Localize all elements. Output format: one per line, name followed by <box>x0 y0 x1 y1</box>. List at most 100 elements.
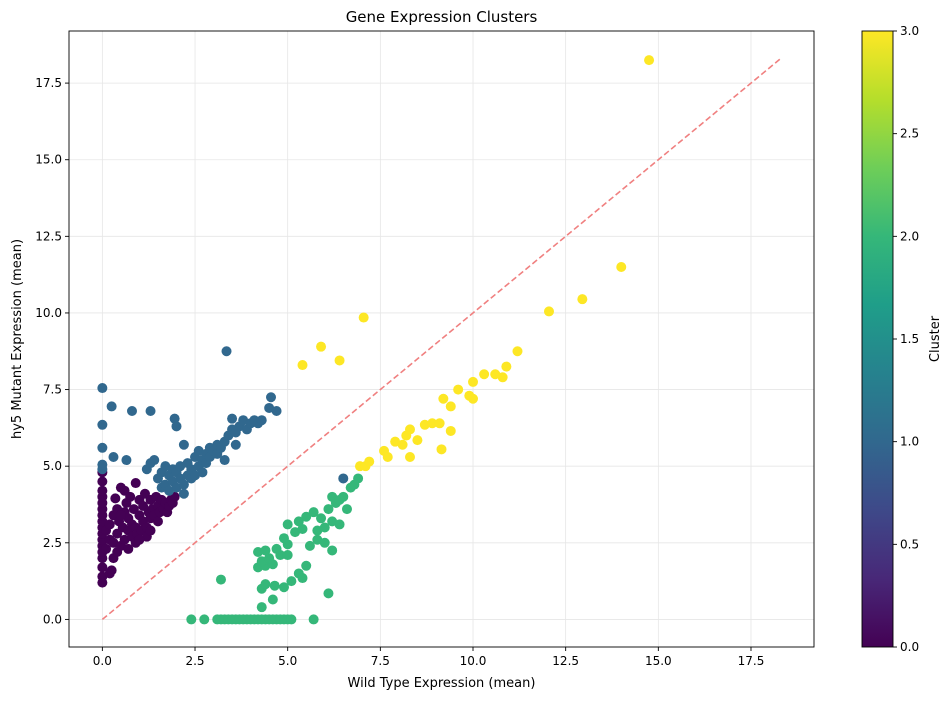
data-point-cluster-1 <box>221 346 232 357</box>
y-tick-label: 2.5 <box>43 536 62 550</box>
data-point-cluster-3 <box>434 418 445 429</box>
data-point-cluster-1 <box>230 439 241 450</box>
y-axis-label: hy5 Mutant Expression (mean) <box>10 239 25 439</box>
data-point-cluster-3 <box>412 435 423 446</box>
colorbar-tick-label: 3.0 <box>900 24 919 38</box>
data-point-cluster-3 <box>358 312 369 323</box>
data-point-cluster-2 <box>286 614 297 625</box>
colorbar-ticks: 0.0 0.5 1.0 1.5 2.0 2.5 3.0 <box>893 24 919 654</box>
data-point-cluster-1 <box>108 451 119 462</box>
data-point-cluster-0 <box>101 543 112 554</box>
data-point-cluster-3 <box>316 341 327 352</box>
data-point-cluster-1 <box>97 383 108 394</box>
plot-frame <box>68 30 815 648</box>
data-point-cluster-1 <box>106 401 117 412</box>
colorbar-tick-label: 0.5 <box>900 537 919 551</box>
data-point-cluster-3 <box>334 355 345 366</box>
data-point-cluster-0 <box>152 516 163 527</box>
data-point-cluster-2 <box>323 504 334 515</box>
data-point-cluster-3 <box>577 294 588 305</box>
data-point-cluster-1 <box>256 415 267 426</box>
data-point-cluster-2 <box>308 507 319 518</box>
data-point-cluster-0 <box>123 543 134 554</box>
colorbar <box>861 30 894 648</box>
data-point-cluster-2 <box>319 537 330 548</box>
data-point-cluster-3 <box>543 306 554 317</box>
y-tick-label: 5.0 <box>43 459 62 473</box>
data-point-cluster-2 <box>256 602 267 613</box>
data-point-cluster-2 <box>334 519 345 530</box>
data-point-cluster-2 <box>282 519 293 530</box>
y-tick-label: 15.0 <box>35 153 62 167</box>
data-point-cluster-0 <box>119 485 130 496</box>
data-point-cluster-1 <box>97 419 108 430</box>
data-point-cluster-3 <box>436 444 447 455</box>
x-tick-label: 5.0 <box>278 654 297 668</box>
x-tick-label: 17.5 <box>738 654 765 668</box>
x-tick-label: 0.0 <box>93 654 112 668</box>
data-point-cluster-2 <box>253 546 264 557</box>
data-point-cluster-2 <box>260 545 271 556</box>
data-point-cluster-3 <box>453 384 464 395</box>
data-point-cluster-2 <box>301 511 312 522</box>
x-tick-label: 12.5 <box>552 654 579 668</box>
data-point-cluster-3 <box>438 393 449 404</box>
data-point-cluster-2 <box>264 553 275 564</box>
data-point-cluster-1 <box>266 392 277 403</box>
x-tick-label: 15.0 <box>645 654 672 668</box>
data-point-cluster-0 <box>110 493 121 504</box>
reference-diagonal-line <box>101 57 782 621</box>
colorbar-tick-label: 0.0 <box>900 640 919 654</box>
scatter-points <box>97 55 655 625</box>
data-point-cluster-3 <box>419 419 430 430</box>
data-point-cluster-1 <box>227 413 238 424</box>
data-point-cluster-1 <box>338 473 349 484</box>
data-point-cluster-1 <box>178 479 189 490</box>
data-point-cluster-3 <box>382 451 393 462</box>
data-point-cluster-1 <box>149 455 160 466</box>
data-point-cluster-1 <box>171 421 182 432</box>
data-point-cluster-2 <box>341 504 352 515</box>
data-point-cluster-3 <box>364 456 375 467</box>
data-point-cluster-2 <box>186 614 197 625</box>
colorbar-tick-label: 1.0 <box>900 435 919 449</box>
x-tick-label: 7.5 <box>371 654 390 668</box>
data-point-cluster-1 <box>271 406 282 417</box>
data-point-cluster-0 <box>97 562 108 573</box>
data-point-cluster-0 <box>134 534 145 545</box>
y-tick-label: 7.5 <box>43 383 62 397</box>
data-point-cluster-0 <box>97 476 108 487</box>
data-point-cluster-1 <box>97 442 108 453</box>
data-point-cluster-2 <box>286 576 297 587</box>
data-point-cluster-1 <box>169 413 180 424</box>
data-point-cluster-2 <box>316 513 327 524</box>
data-point-cluster-2 <box>308 614 319 625</box>
data-point-cluster-2 <box>269 580 280 591</box>
data-point-cluster-2 <box>282 550 293 561</box>
data-point-cluster-2 <box>293 516 304 527</box>
x-tick-label: 2.5 <box>185 654 204 668</box>
data-point-cluster-2 <box>215 574 226 585</box>
data-point-cluster-2 <box>278 533 289 544</box>
data-point-cluster-1 <box>219 455 230 466</box>
x-axis-ticks: 0.0 2.5 5.0 7.5 10.0 12.5 15.0 17.5 <box>93 647 765 668</box>
y-axis-ticks: 0.0 2.5 5.0 7.5 10.0 12.5 15.0 17.5 <box>35 76 69 626</box>
data-point-cluster-3 <box>468 376 479 387</box>
data-point-cluster-2 <box>267 594 278 605</box>
data-point-cluster-3 <box>616 261 627 272</box>
data-point-cluster-2 <box>260 579 271 590</box>
data-point-cluster-2 <box>334 494 345 505</box>
data-point-cluster-3 <box>479 369 490 380</box>
data-point-cluster-3 <box>445 425 456 436</box>
data-point-cluster-3 <box>427 418 438 429</box>
data-point-cluster-3 <box>445 401 456 412</box>
data-point-cluster-2 <box>199 614 210 625</box>
data-point-cluster-3 <box>404 451 415 462</box>
data-point-cluster-1 <box>178 488 189 499</box>
y-tick-label: 10.0 <box>35 306 62 320</box>
data-point-cluster-3 <box>404 424 415 435</box>
data-point-cluster-2 <box>327 545 338 556</box>
data-point-cluster-1 <box>197 467 208 478</box>
